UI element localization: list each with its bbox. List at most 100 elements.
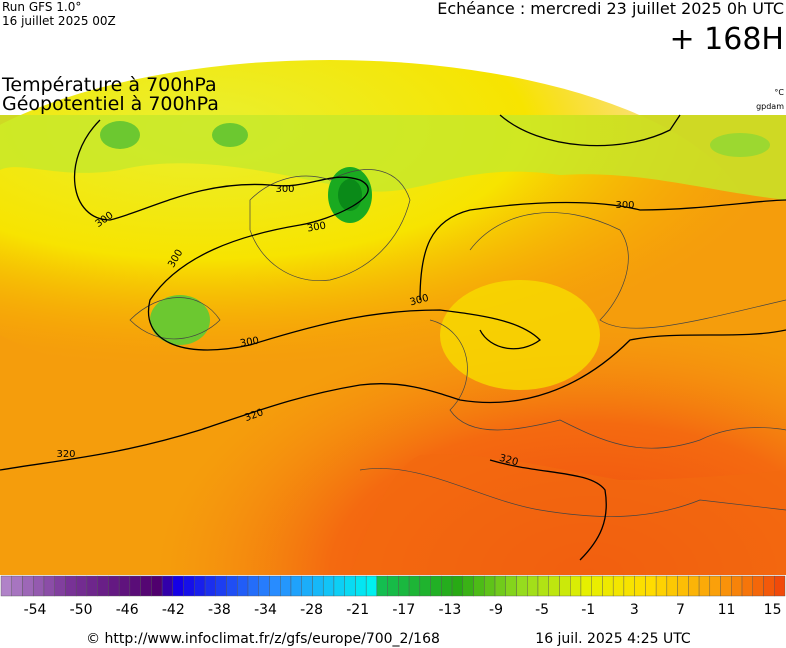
colorbar-swatch: [86, 575, 98, 597]
coastlines: [129, 169, 786, 517]
colorbar-swatch: [698, 575, 711, 597]
colorbar-swatch: [280, 575, 292, 597]
colorbar-swatch: [741, 575, 753, 597]
colorbar-swatch: [527, 575, 539, 597]
colorbar-swatch: [430, 575, 442, 597]
colorbar-swatch: [731, 575, 743, 597]
colorbar-swatch: [462, 575, 474, 597]
colorbar-swatch: [22, 575, 34, 597]
colorbar-swatch: [494, 575, 506, 597]
colorbar-swatch: [612, 575, 625, 597]
colorbar-swatch: [0, 575, 12, 597]
colorbar-swatch: [365, 575, 378, 597]
colorbar-swatch: [387, 575, 399, 597]
colorbar-swatch: [408, 575, 421, 597]
colorbar-label: -28: [300, 602, 323, 618]
colorbar-swatch: [258, 575, 270, 597]
colorbar-swatch: [570, 575, 582, 597]
colorbar-swatch: [140, 575, 152, 597]
colorbar-label: -21: [346, 602, 369, 618]
contours: [0, 114, 786, 561]
colorbar-swatch: [204, 575, 216, 597]
colorbar-swatch: [441, 575, 453, 597]
colorbar-swatch: [54, 575, 66, 597]
colorbar-swatch: [108, 575, 120, 597]
colorbar-swatch: [451, 575, 464, 597]
colorbar-swatch: [591, 575, 603, 597]
colorbar-swatch: [419, 575, 431, 597]
colorbar-swatch: [634, 575, 646, 597]
colorbar-swatch: [484, 575, 496, 597]
contour-label: 320: [498, 453, 519, 469]
colorbar-swatch: [355, 575, 367, 597]
colorbar-swatch: [752, 575, 764, 597]
colorbar-swatch: [33, 575, 45, 597]
colorbar-swatch: [269, 575, 281, 597]
colorbar-swatch: [194, 575, 206, 597]
colorbar-label: -5: [535, 602, 549, 618]
echeance: Echéance : mercredi 23 juillet 2025 0h U…: [437, 0, 784, 18]
colorbar-swatch: [548, 575, 560, 597]
footer-url: © http://www.infoclimat.fr/z/gfs/europe/…: [86, 631, 440, 647]
colorbar-swatch: [580, 575, 592, 597]
colorbar-label: -38: [208, 602, 231, 618]
colorbar-swatch: [688, 575, 700, 597]
colorbar-label: -17: [392, 602, 415, 618]
colorbar-swatch: [537, 575, 549, 597]
colorbar-swatch: [655, 575, 668, 597]
colorbar-swatch: [161, 575, 174, 597]
colorbar-swatch: [677, 575, 689, 597]
colorbar-swatch: [376, 575, 388, 597]
colorbar-swatch: [623, 575, 635, 597]
colorbar-swatch: [75, 575, 88, 597]
colorbar-label: -9: [489, 602, 503, 618]
contour-label: 300: [615, 200, 634, 211]
colorbar-swatch: [333, 575, 345, 597]
colorbar-swatch: [473, 575, 485, 597]
colorbar-swatch: [774, 575, 786, 597]
colorbar-swatch: [290, 575, 302, 597]
title-temperature: Température à 700hPa: [1, 74, 217, 96]
colorbar-swatch: [11, 575, 23, 597]
colorbar-swatch: [505, 575, 517, 597]
colorbar-swatch: [666, 575, 678, 597]
run-date: 16 juillet 2025 00Z: [2, 14, 116, 28]
colorbar-swatch: [183, 575, 195, 597]
colorbar-swatch: [301, 575, 313, 597]
colorbar-swatch: [645, 575, 657, 597]
run-label: Run GFS 1.0°: [2, 0, 81, 14]
colorbar-label: -13: [438, 602, 461, 618]
colorbar-swatch: [602, 575, 614, 597]
colorbar-swatch: [129, 575, 141, 597]
colorbar-swatch: [344, 575, 356, 597]
colorbar-swatch: [763, 575, 775, 597]
colorbar-swatch: [172, 575, 184, 597]
geo-unit-label: gpdam: [756, 102, 784, 111]
colorbar-swatch: [226, 575, 238, 597]
contour-label: 320: [56, 449, 75, 460]
unit-label: °C: [774, 88, 784, 97]
colorbar-swatch: [709, 575, 721, 597]
colorbar-swatch: [247, 575, 259, 597]
colorbar-swatch: [312, 575, 324, 597]
colorbar-swatch: [65, 575, 77, 597]
colorbar-swatch: [151, 575, 163, 597]
colorbar-swatch: [559, 575, 571, 597]
colorbar-label: 15: [764, 602, 782, 618]
colorbar-label: 7: [676, 602, 685, 618]
contour-label: 300: [275, 184, 294, 195]
title-geopotential: Géopotentiel à 700hPa: [2, 93, 219, 115]
contour-label: 300: [306, 220, 327, 234]
colorbar-label: -50: [70, 602, 93, 618]
colorbar-label: -34: [254, 602, 277, 618]
colorbar-label: -1: [581, 602, 595, 618]
colorbar-label: -42: [162, 602, 185, 618]
colorbar-swatch: [215, 575, 227, 597]
colorbar-swatch: [237, 575, 249, 597]
colorbar-swatch: [398, 575, 410, 597]
contour-label: 300: [409, 293, 430, 309]
colorbar-swatch: [43, 575, 55, 597]
colorbar-label: -46: [116, 602, 139, 618]
